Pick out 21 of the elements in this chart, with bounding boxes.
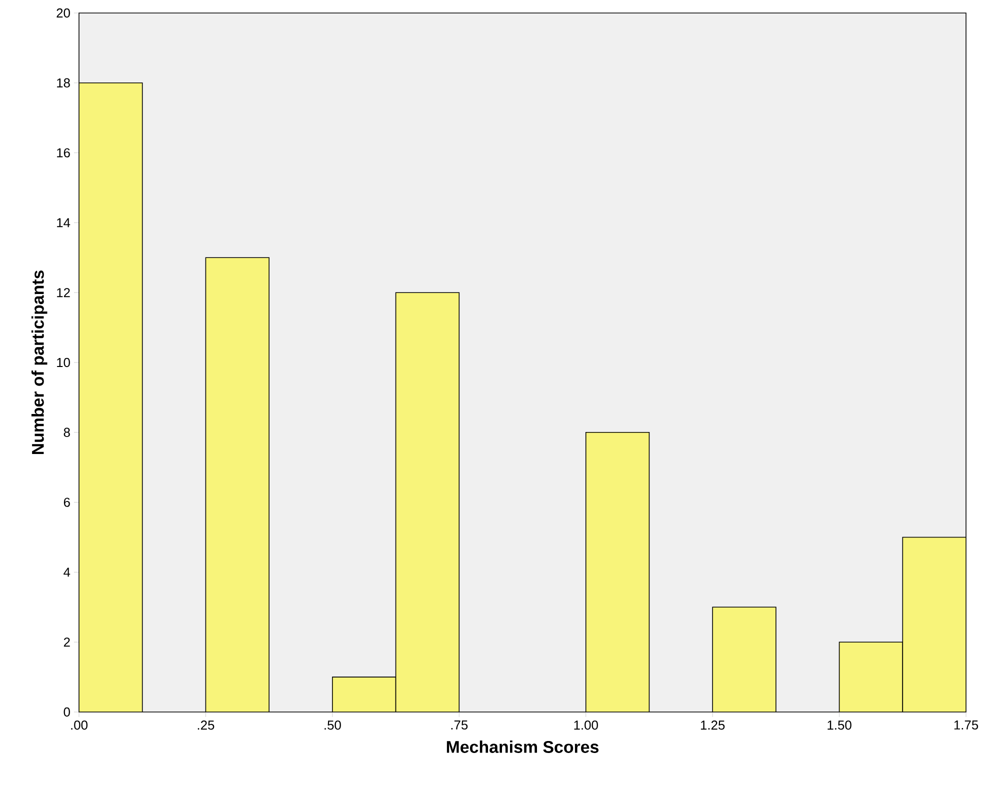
y-tick-label: 16 [57, 148, 70, 158]
x-tick-label: 1.50 [828, 720, 852, 730]
x-tick-label: .50 [324, 720, 341, 730]
y-tick-label: 14 [57, 218, 70, 228]
y-tick-label: 18 [57, 78, 70, 88]
x-tick-label: .25 [198, 720, 214, 730]
y-tick-label: 8 [64, 428, 70, 437]
y-tick-label: 4 [64, 568, 70, 577]
y-tick-label: 20 [56, 8, 70, 18]
x-tick-label: 1.25 [700, 720, 725, 730]
y-tick-label: 2 [64, 638, 70, 647]
y-tick-label: 0 [64, 707, 70, 717]
y-axis-title: Number of participants [31, 270, 48, 454]
x-tick-label: .00 [71, 720, 88, 730]
y-tick-label: 12 [57, 288, 70, 298]
y-tick-label: 10 [57, 358, 70, 368]
x-tick-label: .75 [451, 720, 468, 730]
x-tick-label: 1.00 [574, 720, 598, 730]
x-tick-label: 1.75 [954, 720, 978, 730]
y-tick-label: 6 [64, 498, 70, 507]
x-axis-title: Mechanism Scores [446, 740, 598, 753]
